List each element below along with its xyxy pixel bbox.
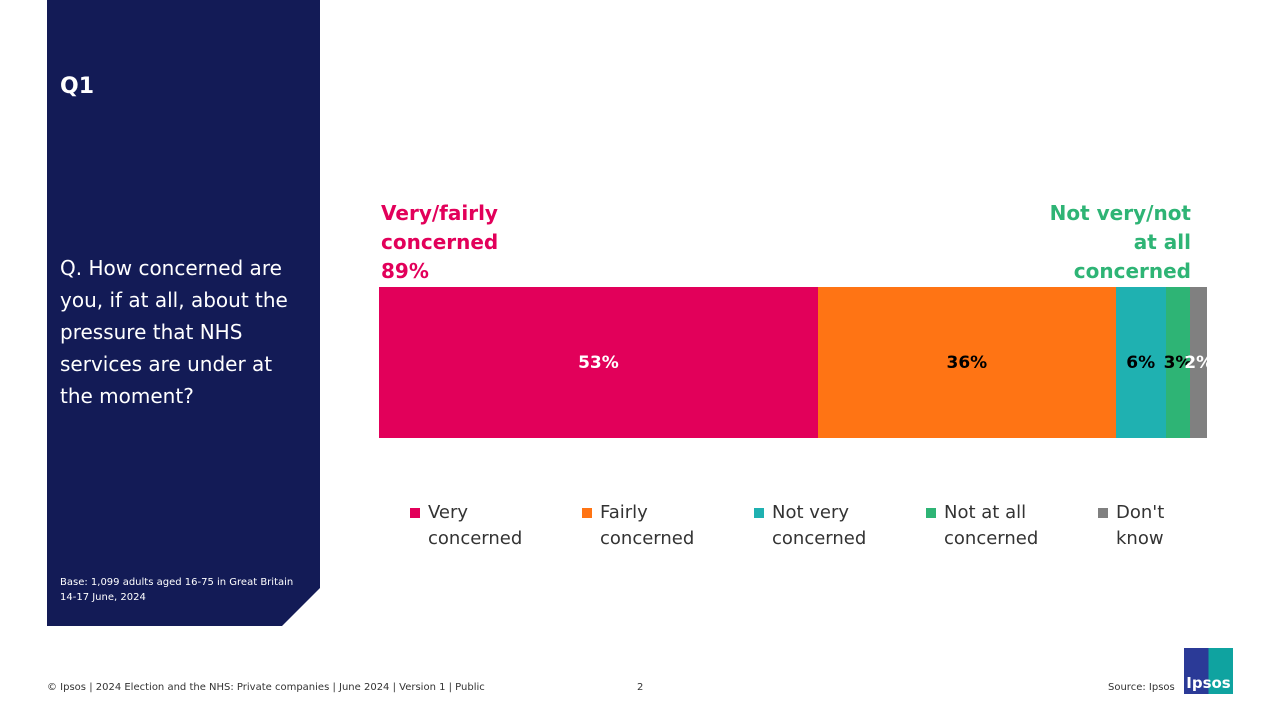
ipsos-logo: Ipsos	[1184, 648, 1233, 694]
bar-segment: 2%	[1184, 287, 1213, 438]
data-label: 3%	[1163, 352, 1193, 373]
page-number: 2	[637, 682, 644, 693]
legend-swatch	[582, 508, 592, 518]
legend-item: Not very concerned	[754, 500, 926, 552]
bar-segment: 3%	[1163, 287, 1193, 438]
footer-copyright: © Ipsos | 2024 Election and the NHS: Pri…	[47, 682, 485, 693]
stacked-bar: 53% 36% 6% 3% 2%	[379, 287, 1213, 438]
legend-label: Don't know	[1116, 502, 1165, 549]
headline-concerned-value: 89%	[381, 259, 429, 283]
question-panel	[47, 0, 320, 626]
headline-concerned: Very/fairly concerned 89%	[381, 199, 511, 286]
legend-item: Very concerned	[410, 500, 582, 552]
legend-label: Fairly concerned	[600, 502, 695, 549]
headline-concerned-label: Very/fairly concerned	[381, 201, 499, 254]
bar-segment: 6%	[1115, 287, 1166, 438]
base-line-2: 14-17 June, 2024	[60, 592, 146, 603]
data-label: 36%	[946, 352, 988, 373]
data-label: 2%	[1184, 352, 1214, 373]
legend-item: Fairly concerned	[582, 500, 754, 552]
data-label: 53%	[578, 352, 619, 373]
bar-segment: 53%	[379, 287, 818, 438]
legend-item: Not at all concerned	[926, 500, 1098, 552]
headline-not-concerned-label: Not very/not at all concerned	[1049, 201, 1191, 283]
legend-label: Very concerned	[428, 502, 523, 549]
question-text: Q. How concerned are you, if at all, abo…	[60, 256, 288, 408]
legend: Very concerned Fairly concerned Not very c…	[410, 500, 1270, 552]
base-line-1: Base: 1,099 adults aged 16-75 in Great B…	[60, 577, 294, 588]
data-label: 6%	[1126, 352, 1156, 373]
legend-swatch	[1098, 508, 1108, 518]
source-note: Source: Ipsos	[1108, 682, 1175, 693]
base-note: Base: 1,099 adults aged 16-75 in Great B…	[60, 575, 293, 605]
legend-swatch	[926, 508, 936, 518]
legend-swatch	[410, 508, 420, 518]
legend-label: Not at all concerned	[944, 502, 1039, 549]
legend-swatch	[754, 508, 764, 518]
legend-label: Not very concerned	[772, 502, 867, 549]
legend-item: Don't know	[1098, 500, 1270, 552]
question-number: Q1	[60, 74, 95, 99]
bar-segment: 36%	[817, 287, 1116, 438]
